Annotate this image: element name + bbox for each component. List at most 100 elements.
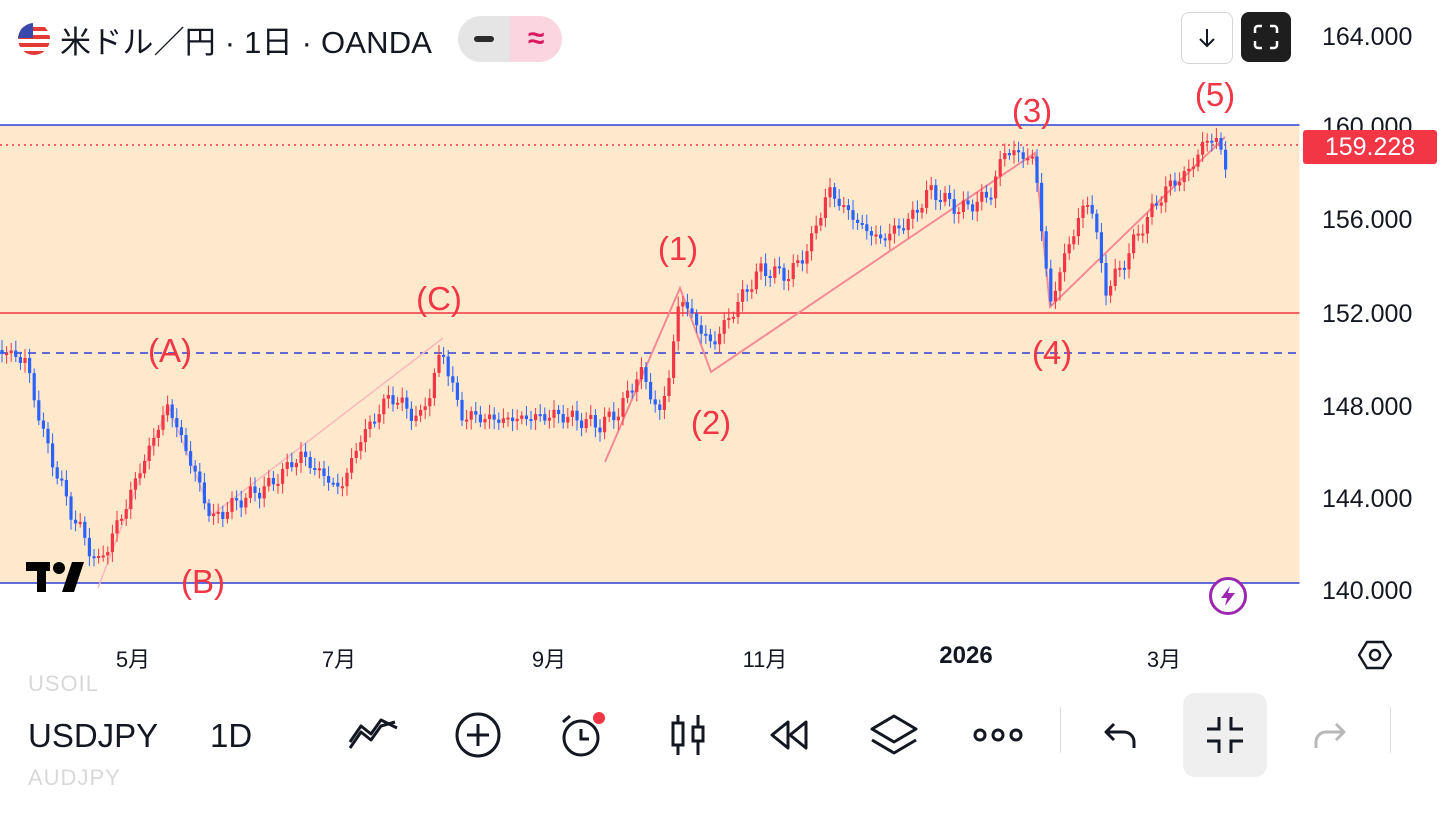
collapse-button[interactable] [1183, 693, 1267, 777]
add-button[interactable] [436, 693, 520, 777]
minus-icon[interactable] [458, 16, 511, 62]
candle-body [639, 367, 643, 380]
candle-body [405, 397, 409, 409]
candle-body [1145, 216, 1149, 234]
candle-body [911, 209, 915, 219]
approx-icon[interactable]: ≈ [510, 16, 563, 62]
candle-body [828, 187, 832, 198]
candle-body [267, 477, 271, 487]
candle-body [363, 429, 367, 443]
candle-body [1164, 186, 1168, 203]
candle-body [736, 301, 740, 317]
candle-body [294, 462, 298, 468]
more-button[interactable] [956, 693, 1040, 777]
candle-body [166, 404, 170, 416]
interval-button[interactable]: 1D [210, 717, 253, 754]
chart-settings-icon[interactable] [1357, 638, 1393, 677]
candle-body [46, 428, 50, 444]
candle-body [690, 308, 694, 314]
wave-label-b: (B) [181, 563, 225, 600]
candle-body [952, 199, 956, 214]
drawing-tools-button[interactable] [332, 693, 416, 777]
layers-button[interactable] [852, 693, 936, 777]
candle-body [593, 415, 597, 428]
date-label-2026: 2026 [939, 642, 993, 669]
candle-body [1201, 141, 1205, 155]
replay-button[interactable] [748, 693, 832, 777]
more-icon [973, 728, 1023, 742]
candle-body [842, 205, 846, 208]
candle-body [409, 408, 413, 421]
candle-body [60, 478, 64, 481]
candle-body [483, 419, 487, 423]
candle-body [1224, 149, 1228, 170]
lightning-icon[interactable] [1209, 577, 1247, 615]
wave-label-a: (A) [148, 332, 192, 369]
candle-body [860, 222, 864, 225]
candle-body [124, 509, 128, 519]
candle-body [460, 399, 464, 421]
price-label-148: 148.000 [1322, 393, 1413, 421]
candle-body [1081, 205, 1085, 218]
fullscreen-icon [1253, 24, 1279, 50]
alert-button[interactable] [540, 693, 624, 777]
candle-body [920, 207, 924, 213]
candle-body [193, 465, 197, 472]
symbol-button[interactable]: USDJPY [28, 717, 159, 754]
candle-body [943, 192, 947, 202]
candle-body [676, 306, 680, 342]
candlestick-series[interactable] [0, 128, 1228, 567]
candle-body [1214, 138, 1218, 142]
candle-body [759, 263, 763, 272]
candle-body [138, 473, 142, 479]
candle-body [1150, 203, 1154, 217]
candle-body [156, 429, 160, 438]
price-chart[interactable] [0, 0, 1448, 685]
candle-body [1072, 236, 1076, 245]
candle-body [934, 185, 938, 201]
fullscreen-button[interactable] [1241, 12, 1291, 62]
candle-body [520, 415, 524, 419]
candle-body [938, 200, 942, 203]
arrow-down-icon [1199, 29, 1215, 48]
indicator-toggle[interactable]: ≈ [458, 16, 563, 62]
candle-body [598, 427, 602, 433]
candle-body [856, 219, 860, 223]
chart-type-button[interactable] [646, 693, 730, 777]
ghost-symbol-bottom[interactable]: AUDJPY [28, 765, 121, 790]
undo-button[interactable] [1078, 693, 1162, 777]
chart-area[interactable]: 米ドル／円 · 1日 · OANDA ≈ 164.000 160.000 156… [0, 0, 1448, 685]
date-label-nov: 11月 [742, 647, 788, 672]
download-button[interactable] [1181, 12, 1233, 64]
candle-body [575, 410, 579, 421]
candle-body [672, 341, 676, 378]
candle-body [442, 354, 446, 357]
candle-body [1205, 140, 1209, 143]
toolbar-divider-2 [1390, 707, 1391, 753]
candle-body [888, 233, 892, 241]
candle-body [777, 266, 781, 269]
candle-body [1012, 150, 1016, 156]
candle-body [258, 492, 262, 499]
candle-body [419, 409, 423, 416]
drawing-tools-icon [348, 718, 398, 749]
candle-body [465, 419, 469, 422]
collapse-icon [1207, 717, 1243, 753]
ghost-symbol-top[interactable]: USOIL [28, 671, 100, 696]
candle-body [322, 468, 326, 477]
candle-body [147, 445, 151, 461]
candle-body [189, 451, 193, 466]
candle-body [897, 225, 901, 229]
replay-icon [770, 720, 808, 750]
redo-button[interactable] [1288, 693, 1372, 777]
candle-body [902, 228, 906, 231]
wave-label-3: (3) [1011, 92, 1053, 129]
symbol-title[interactable]: 米ドル／円 · 1日 · OANDA [60, 24, 433, 60]
candle-body [74, 519, 78, 524]
candle-body [984, 191, 988, 198]
candle-body [819, 218, 823, 226]
candle-body [170, 404, 174, 419]
chart-header[interactable]: 米ドル／円 · 1日 · OANDA ≈ [18, 16, 563, 62]
candles-icon [671, 715, 705, 755]
candle-body [271, 477, 275, 485]
